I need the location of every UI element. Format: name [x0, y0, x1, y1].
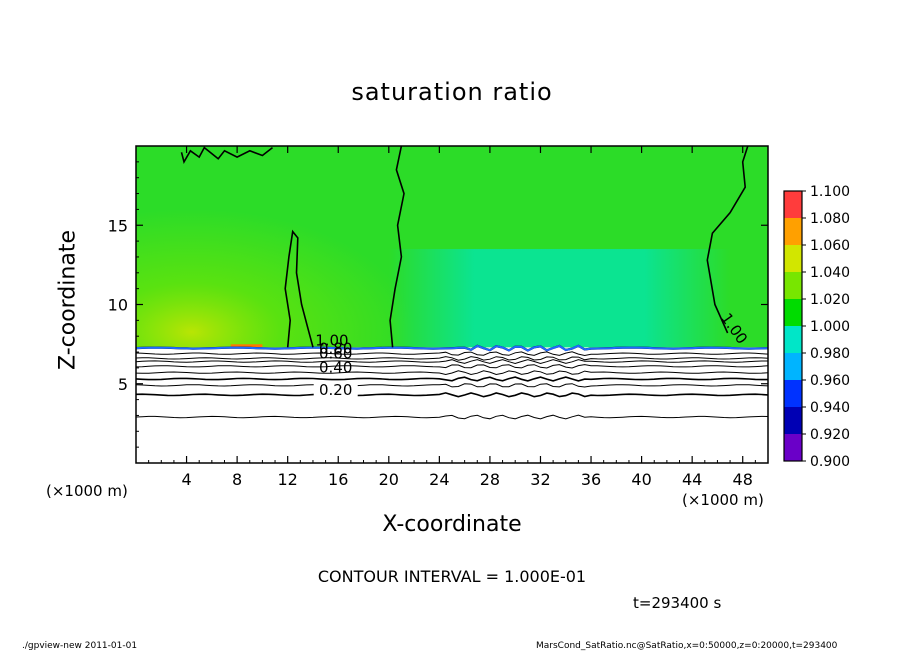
y-tick-label: 5	[118, 375, 128, 394]
contour-line	[136, 392, 768, 398]
contour-line	[136, 364, 768, 369]
colorbar: 0.900 0.920 0.940 0.960 0.980 1.000 1.020 1.040…	[783, 184, 850, 470]
y-axis-label: Z-coordinate	[55, 230, 81, 370]
contour-label: 0.60	[319, 344, 352, 362]
x-tick-label: 20	[379, 470, 399, 489]
x-axis-unit-left: (×1000 m)	[46, 482, 128, 500]
colorbar-swatch	[784, 434, 802, 461]
contour-line	[136, 414, 768, 420]
x-tick-label: 28	[480, 470, 500, 489]
colorbar-label: 1.100	[810, 184, 850, 200]
supersaturated-region	[136, 193, 415, 348]
colorbar-swatch	[784, 272, 802, 299]
chart-title: saturation ratio	[351, 78, 553, 106]
x-tick-label: 36	[581, 470, 601, 489]
footer-command: ./gpview-new 2011-01-01	[22, 641, 138, 651]
contour-line	[136, 383, 768, 388]
colorbar-label: 1.040	[810, 265, 850, 281]
colorbar-swatch	[784, 326, 802, 353]
footer-source: MarsCond_SatRatio.nc@SatRatio,x=0:50000,…	[536, 641, 838, 651]
contour-line	[136, 370, 768, 376]
y-tick-label: 15	[108, 216, 128, 235]
colorbar-label: 0.980	[810, 346, 850, 362]
colorbar-label: 0.920	[810, 427, 850, 443]
contour-line	[180, 146, 273, 164]
cloud-contours	[180, 146, 749, 348]
time-label: t=293400 s	[633, 594, 722, 612]
colorbar-swatch	[784, 407, 802, 434]
contour-interval: CONTOUR INTERVAL = 1.000E-01	[317, 567, 587, 586]
x-axis-unit-right: (×1000 m)	[682, 491, 764, 509]
contour-label: 0.80	[319, 340, 352, 358]
contour-label: 0.40	[319, 359, 352, 377]
colorbar-swatch	[784, 191, 802, 218]
contour-line	[389, 146, 405, 348]
contour-line	[136, 356, 768, 361]
contour-label: 1.00	[315, 332, 348, 350]
colorbar-swatch	[784, 299, 802, 326]
contour-line	[136, 351, 768, 357]
colorbar-swatch	[784, 353, 802, 380]
plot-area	[136, 146, 768, 463]
colorbar-swatch	[784, 218, 802, 245]
subsaturated-region	[388, 249, 731, 348]
x-tick-label: 48	[733, 470, 753, 489]
colorbar-swatch	[784, 380, 802, 407]
saturation-boundary-contour	[136, 344, 768, 352]
contour-line	[706, 146, 749, 334]
x-tick-label: 12	[278, 470, 298, 489]
contour-label: 0.20	[319, 381, 352, 399]
y-axis: 5 10 15	[108, 161, 768, 448]
x-tick-label: 32	[530, 470, 550, 489]
colorbar-label: 1.000	[810, 319, 850, 335]
contour-line	[284, 229, 314, 348]
colorbar-label: 0.960	[810, 373, 850, 389]
x-axis-label: X-coordinate	[382, 512, 522, 537]
x-axis: 4 8 12 16 20 24 28 32 36 40 44 48	[148, 146, 756, 489]
y-tick-label: 10	[108, 296, 128, 315]
x-tick-label: 16	[328, 470, 348, 489]
colorbar-label: 1.060	[810, 238, 850, 254]
x-tick-label: 8	[232, 470, 242, 489]
x-tick-label: 44	[682, 470, 702, 489]
colorbar-label: 1.020	[810, 292, 850, 308]
colorbar-label: 0.940	[810, 400, 850, 416]
contour-line	[136, 359, 768, 365]
colorbar-label: 0.900	[810, 454, 850, 470]
x-tick-label: 4	[181, 470, 191, 489]
colorbar-label: 1.080	[810, 211, 850, 227]
contour-label-bg	[313, 381, 358, 398]
contour-line	[136, 376, 768, 382]
high-saturation-spot	[230, 344, 263, 348]
x-tick-label: 24	[429, 470, 449, 489]
colorbar-swatch	[784, 245, 802, 272]
x-tick-label: 40	[631, 470, 651, 489]
